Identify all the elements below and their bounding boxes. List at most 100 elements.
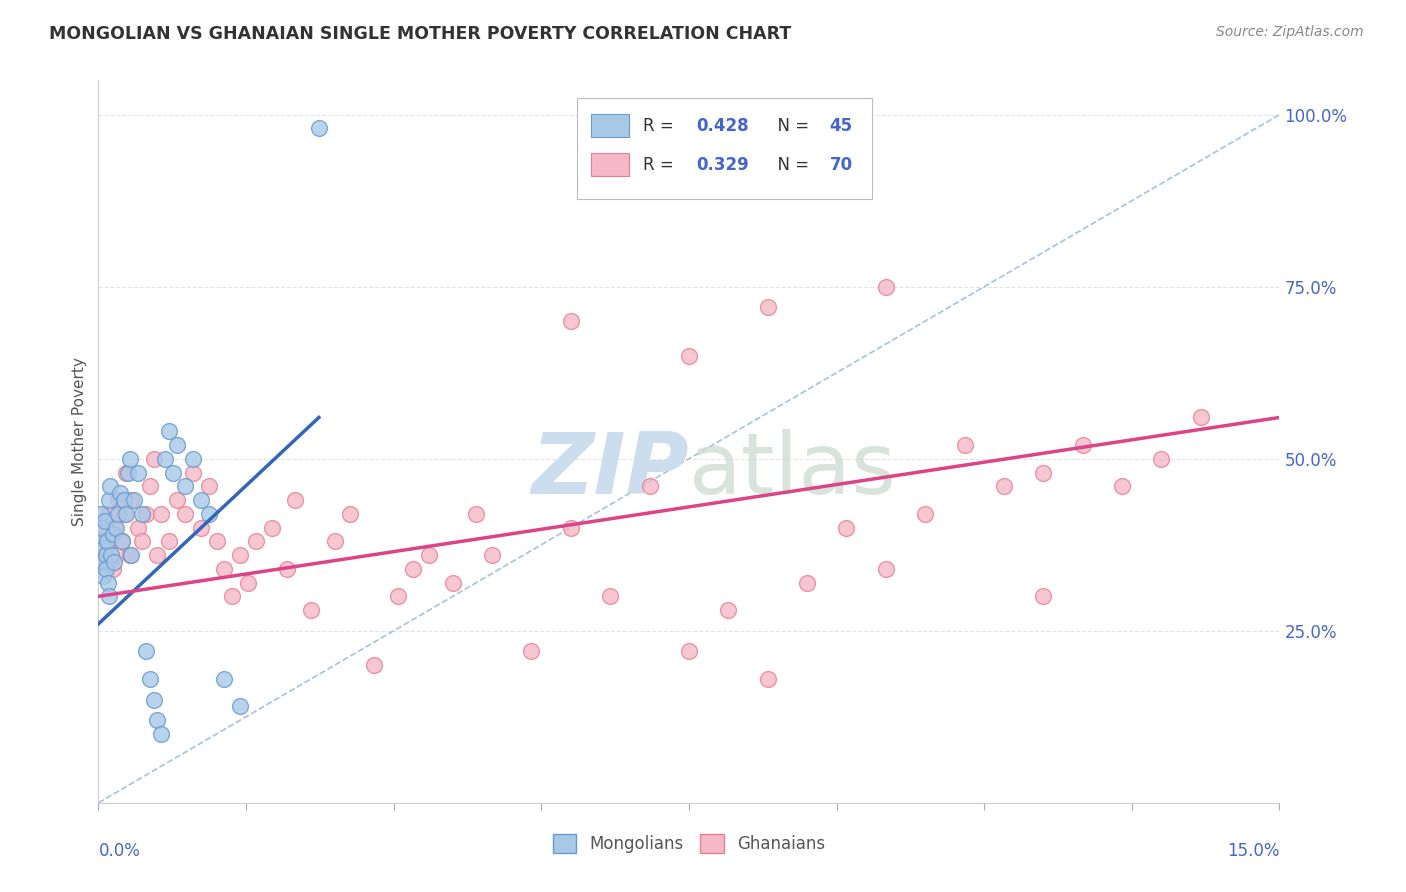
Point <box>402 562 425 576</box>
Point <box>599 590 621 604</box>
Point <box>520 644 543 658</box>
Point <box>97 493 120 508</box>
Point <box>155 451 177 466</box>
Point <box>181 466 204 480</box>
Text: N =: N = <box>766 117 814 135</box>
Point <box>111 534 134 549</box>
Y-axis label: Single Mother Poverty: Single Mother Poverty <box>72 357 87 526</box>
Point <box>835 520 858 534</box>
Point <box>111 534 134 549</box>
Point <box>875 279 897 293</box>
Point <box>98 590 121 604</box>
Point <box>93 541 115 556</box>
Text: R =: R = <box>643 117 679 135</box>
Point <box>181 451 204 466</box>
Point <box>299 603 322 617</box>
Point <box>174 479 197 493</box>
Point <box>138 479 160 493</box>
Point <box>150 727 173 741</box>
Point <box>197 507 219 521</box>
Point <box>339 507 361 521</box>
Text: MONGOLIAN VS GHANAIAN SINGLE MOTHER POVERTY CORRELATION CHART: MONGOLIAN VS GHANAIAN SINGLE MOTHER POVE… <box>49 25 792 43</box>
Point <box>98 479 121 493</box>
Point <box>107 493 129 508</box>
Point <box>157 534 180 549</box>
Point <box>93 534 115 549</box>
Point <box>1189 410 1212 425</box>
Point <box>94 548 117 562</box>
Point <box>97 575 120 590</box>
Text: N =: N = <box>766 156 814 174</box>
Text: 70: 70 <box>830 156 852 174</box>
Point <box>100 548 122 562</box>
Point <box>115 507 138 521</box>
Point <box>214 672 236 686</box>
Point <box>101 527 124 541</box>
Point <box>142 451 165 466</box>
Point <box>91 568 114 582</box>
Point <box>465 507 488 521</box>
Point <box>993 479 1015 493</box>
Point <box>127 466 149 480</box>
Point <box>93 514 115 528</box>
Point <box>96 562 118 576</box>
Point <box>96 548 118 562</box>
Point <box>197 479 219 493</box>
Point <box>101 562 124 576</box>
Point <box>190 520 212 534</box>
Point <box>146 713 169 727</box>
Point <box>441 575 464 590</box>
Point <box>112 493 135 508</box>
Point <box>166 438 188 452</box>
Point <box>115 466 138 480</box>
Point <box>1111 479 1133 493</box>
Point <box>481 548 503 562</box>
Text: 0.329: 0.329 <box>696 156 749 174</box>
Text: 15.0%: 15.0% <box>1227 842 1279 860</box>
Point <box>284 493 307 508</box>
Point <box>138 672 160 686</box>
Point <box>121 493 143 508</box>
Point <box>97 507 120 521</box>
Point <box>914 507 936 521</box>
Point <box>90 555 112 569</box>
Text: ZIP: ZIP <box>531 429 689 512</box>
Point <box>229 548 252 562</box>
Point <box>90 507 112 521</box>
FancyBboxPatch shape <box>591 114 628 137</box>
Point <box>89 534 111 549</box>
Point <box>229 699 252 714</box>
Point <box>107 507 129 521</box>
Point <box>135 507 157 521</box>
Point <box>162 466 184 480</box>
Point <box>638 479 661 493</box>
FancyBboxPatch shape <box>576 98 872 200</box>
Point <box>214 562 236 576</box>
Point <box>1032 590 1054 604</box>
Point <box>1032 466 1054 480</box>
Point <box>117 466 139 480</box>
Point <box>678 349 700 363</box>
Point <box>205 534 228 549</box>
Point <box>157 424 180 438</box>
Text: Source: ZipAtlas.com: Source: ZipAtlas.com <box>1216 25 1364 39</box>
Point <box>103 520 125 534</box>
Point <box>166 493 188 508</box>
Point <box>131 507 153 521</box>
Point <box>260 520 283 534</box>
Point <box>560 520 582 534</box>
Point <box>190 493 212 508</box>
Point <box>953 438 976 452</box>
Text: 45: 45 <box>830 117 852 135</box>
Point <box>756 672 779 686</box>
Point <box>91 520 114 534</box>
Point <box>122 493 145 508</box>
Point <box>323 534 346 549</box>
Text: 0.0%: 0.0% <box>98 842 141 860</box>
Point <box>135 644 157 658</box>
Point <box>387 590 409 604</box>
Point <box>221 590 243 604</box>
Point <box>118 451 141 466</box>
Point <box>90 555 112 569</box>
Point <box>276 562 298 576</box>
